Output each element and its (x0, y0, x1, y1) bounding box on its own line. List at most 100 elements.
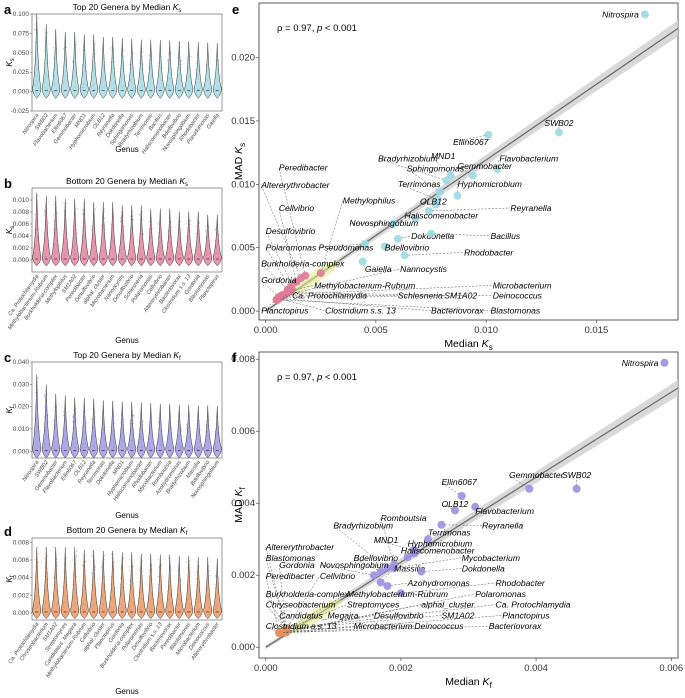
leader-line (441, 503, 456, 511)
leader-line (278, 167, 306, 276)
jitter-point (34, 214, 36, 216)
jitter-point (104, 555, 106, 557)
y-tick-label: 0.000 (231, 306, 255, 317)
y-axis-label: Kf (5, 406, 16, 413)
point-sm1a02 (283, 288, 292, 297)
point-haliscomenobacter (403, 553, 412, 562)
annotation-tail: < 0.001 (322, 23, 357, 34)
jitter-point (189, 55, 192, 58)
label-terrimonas: Terrimonas (428, 528, 471, 538)
jitter-point (91, 419, 93, 421)
jitter-point (120, 568, 122, 570)
jitter-point (195, 235, 197, 237)
point-flavobacterium (471, 502, 480, 511)
title-main: Top 20 Genera by Median (73, 350, 173, 360)
jitter-point (132, 422, 135, 424)
jitter-point (37, 195, 39, 197)
leader-line (378, 158, 447, 181)
jitter-point (170, 221, 172, 223)
point-azohydromonas (383, 582, 392, 590)
violin-mnd1 (79, 34, 89, 99)
label-methylophilus: Methylophilus (343, 195, 396, 205)
y-axis-var: K (5, 577, 14, 583)
jitter-point (176, 57, 179, 59)
jitter-point (75, 555, 77, 557)
leader-line (431, 233, 491, 237)
jitter-point (171, 569, 173, 571)
leader-line (265, 557, 287, 630)
y-axis-var: K (5, 408, 14, 414)
y-tick-label: 0.010 (13, 197, 30, 204)
point-sphingomonas (435, 187, 444, 196)
leader-line (278, 298, 326, 311)
point-rhodobacter (396, 589, 405, 598)
x-axis-var: K (483, 676, 491, 688)
point-swb02 (572, 484, 581, 493)
jitter-point (132, 565, 134, 567)
label-cellvibrio: Cellvibrio (279, 203, 315, 213)
jitter-point (44, 396, 46, 398)
jitter-point (196, 561, 198, 563)
jitter-point (34, 29, 36, 31)
panel-f-scatter-kf: 0.000 0.002 0.004 0.006 0.000 0.002 0.004 0.006… (231, 351, 683, 690)
label-olb12: OLB12 (441, 499, 468, 509)
label-sphingomonas: Sphingomonas (407, 164, 465, 174)
y-axis-var: K (233, 489, 245, 497)
leader-line (380, 518, 395, 565)
jitter-point (66, 411, 68, 414)
x-axis-label: Median Ks (444, 338, 492, 352)
y-axis-sub: f (10, 406, 16, 408)
violin-planctopirus (108, 551, 118, 620)
jitter-point (104, 217, 106, 219)
y-axis-var: K (5, 61, 14, 67)
leader-line (419, 201, 436, 205)
y-tick-label: 0.002 (13, 245, 30, 252)
jitter-point (189, 426, 192, 428)
title-var: K (173, 350, 179, 360)
jitter-point (133, 415, 135, 418)
jitter-point (130, 218, 132, 221)
violin-swb02 (41, 24, 51, 99)
title-var: K (180, 525, 186, 535)
jitter-point (35, 391, 37, 394)
point-haliscomenobacter (411, 214, 420, 223)
point-ellin6067 (457, 492, 466, 500)
label-nannocystis: Nannocystis (400, 264, 448, 274)
y-axis-label: Ks (5, 226, 16, 234)
point-hyphomicrobium (410, 549, 419, 558)
label-reyranella: Reyranella (482, 520, 523, 530)
jitter-point (103, 559, 105, 561)
jitter-point (72, 559, 74, 561)
point-bradyrhizobium (442, 176, 451, 185)
violin-desulfovibrio (127, 205, 137, 267)
title-main: Top 20 Genera by Median (73, 2, 173, 12)
label-gemmobacter: Gemmobacter (509, 470, 565, 480)
x-axis-label: Genus (115, 145, 139, 154)
y-tick-label: 0.008 (231, 354, 255, 365)
jitter-point (91, 555, 93, 557)
jitter-point (161, 67, 163, 69)
jitter-point (157, 232, 159, 234)
y-tick-label: -0.025 (11, 108, 30, 115)
jitter-point (72, 420, 74, 422)
jitter-point (66, 202, 68, 204)
plot-frame (31, 13, 223, 112)
jitter-point (91, 225, 93, 227)
jitter-point (85, 560, 87, 562)
label-pseudomonas: Pseudomonas (319, 242, 375, 252)
jitter-point (149, 54, 151, 56)
panel-title: Top 20 Genera by Median Kf (73, 350, 181, 362)
label-gaiella: Gaiella (365, 264, 392, 274)
violin-bdellovibrio (174, 40, 184, 99)
leader-line (278, 298, 432, 311)
jitter-point (148, 221, 150, 223)
y-tick-label: 0.075 (13, 30, 30, 37)
jitter-point (72, 60, 74, 63)
x-tick-label: 0.000 (254, 325, 278, 336)
jitter-point (189, 575, 191, 577)
jitter-point (189, 220, 192, 222)
label-chryseobacterium: Chryseobacterium (266, 600, 336, 610)
leader-line (285, 575, 321, 630)
label-methylobacterium-rubrum: Methylobacterium-Rubrum (347, 589, 448, 599)
jitter-point (167, 557, 169, 559)
